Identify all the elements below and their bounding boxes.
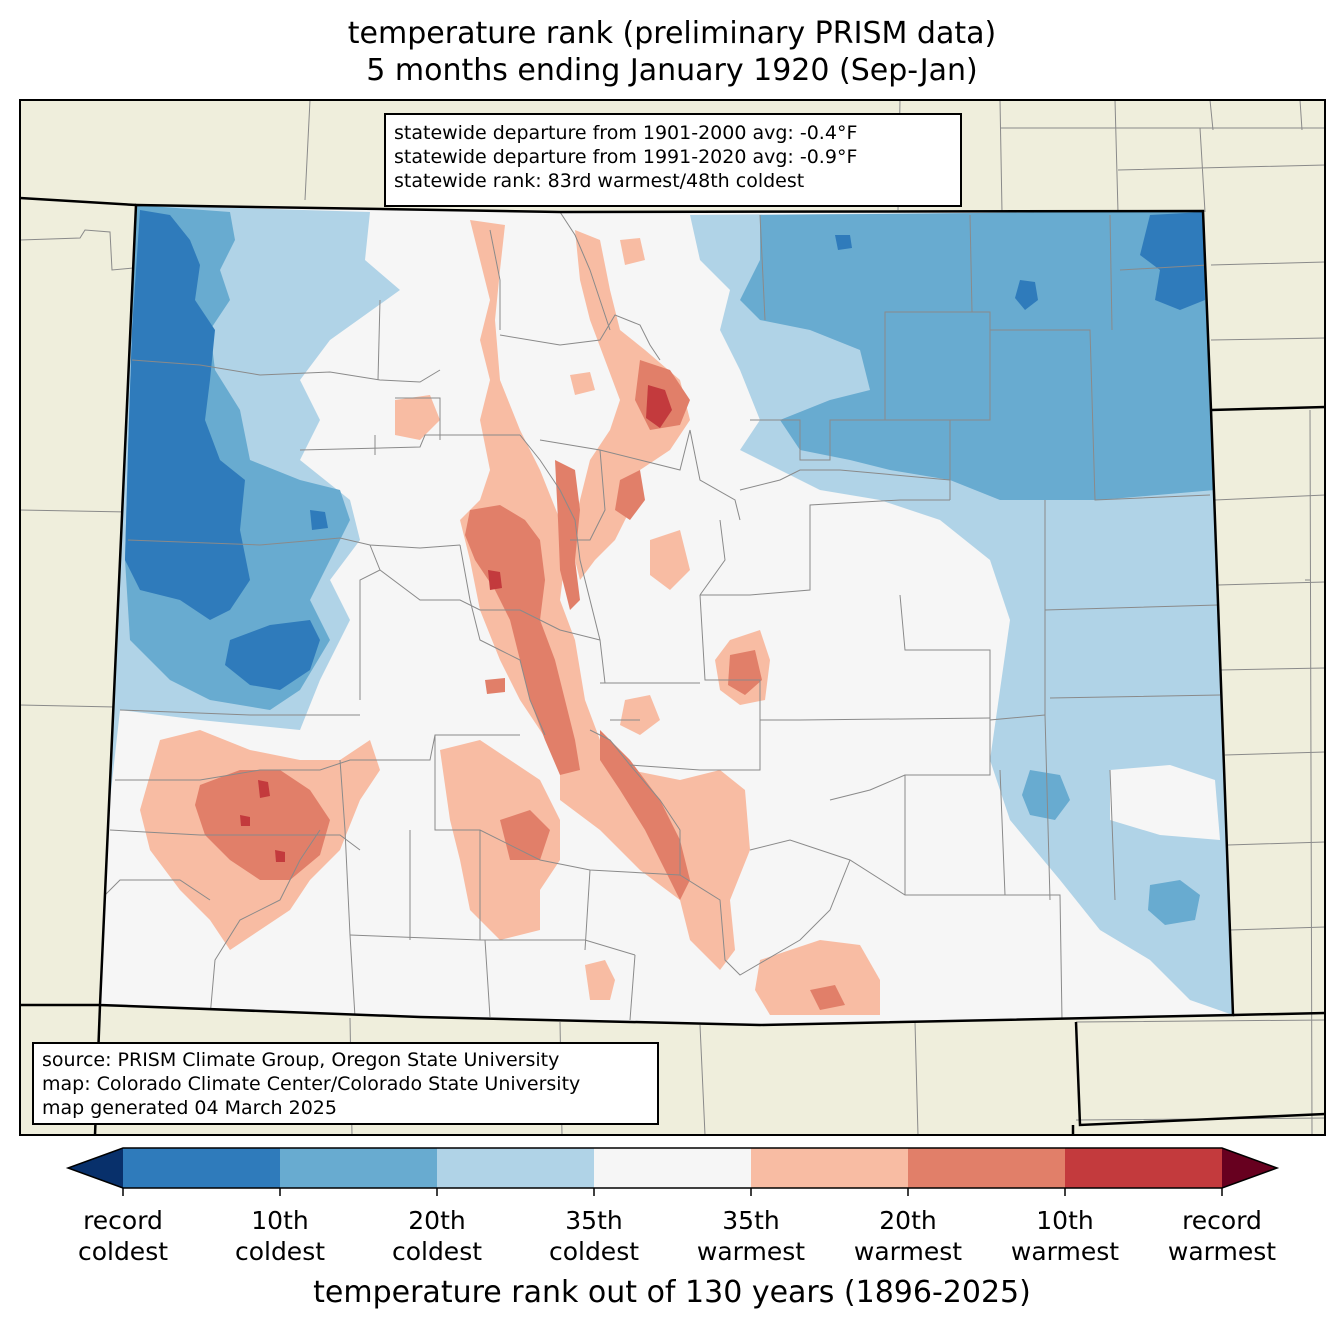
statewide-stats-box: statewide departure from 1901-2000 avg: … — [384, 113, 962, 207]
colorbar-label: temperature rank out of 130 years (1896-… — [313, 1275, 1031, 1310]
map-frame — [19, 99, 1326, 1136]
rank-shading — [100, 205, 1233, 1015]
tick-label-line1: 35th — [722, 1206, 780, 1235]
source-box: source: PRISM Climate Group, Oregon Stat… — [32, 1042, 659, 1125]
tick-label-line1: 10th — [1036, 1206, 1094, 1235]
colorbar-tick-label: 10th warmest — [985, 1205, 1145, 1267]
source-line-map: map: Colorado Climate Center/Colorado St… — [42, 1073, 581, 1095]
tick-label-line2: coldest — [77, 1237, 169, 1266]
tick-label-line2: coldest — [391, 1237, 483, 1266]
source-line-prism: source: PRISM Climate Group, Oregon Stat… — [42, 1049, 560, 1071]
colorbar-tick-label: record warmest — [1142, 1205, 1302, 1267]
colorbar-segment — [280, 1148, 438, 1188]
map-subtitle: 5 months ending January 1920 (Sep-Jan) — [366, 53, 978, 88]
source-line-generated: map generated 04 March 2025 — [42, 1097, 337, 1119]
map-title: temperature rank (preliminary PRISM data… — [347, 16, 997, 51]
colorbar-tick-label: record coldest — [43, 1205, 203, 1267]
stats-line-rank: statewide rank: 83rd warmest/48th coldes… — [394, 170, 805, 192]
tick-label-line1: record — [1182, 1206, 1262, 1235]
colorbar-tick-label: 20th warmest — [828, 1205, 988, 1267]
colorbar-segment — [594, 1148, 752, 1188]
tick-label-line2: warmest — [696, 1237, 806, 1266]
stats-line-departure-1991-2020: statewide departure from 1991-2020 avg: … — [394, 146, 858, 168]
tick-label-line1: 35th — [565, 1206, 623, 1235]
colorbar-tick-label: 20th coldest — [357, 1205, 517, 1267]
stats-line-departure-1901-2000: statewide departure from 1901-2000 avg: … — [394, 122, 858, 144]
tick-label-line1: 20th — [879, 1206, 937, 1235]
colorbar-segment — [908, 1148, 1066, 1188]
tick-label-line1: 20th — [408, 1206, 466, 1235]
colorbar-segment — [751, 1148, 909, 1188]
colorbar-extend-low — [68, 1148, 123, 1188]
colorbar — [65, 1147, 1280, 1196]
tick-label-line2: coldest — [234, 1237, 326, 1266]
tick-label-line1: 10th — [251, 1206, 309, 1235]
colorbar-tick-label: 35th coldest — [514, 1205, 674, 1267]
tick-label-line1: record — [83, 1206, 163, 1235]
tick-label-line2: coldest — [548, 1237, 640, 1266]
colorado-state-border — [98, 203, 1235, 1027]
tick-label-line2: warmest — [1167, 1237, 1277, 1266]
tick-label-line2: warmest — [1010, 1237, 1120, 1266]
colorbar-segment — [437, 1148, 595, 1188]
colorado-county-lines — [100, 211, 1221, 1021]
colorbar-extend-high — [1222, 1148, 1277, 1188]
colorbar-tick-label: 35th warmest — [671, 1205, 831, 1267]
colorbar-segment — [123, 1148, 281, 1188]
colorbar-segment — [1065, 1148, 1223, 1188]
colorbar-tick-label: 10th coldest — [200, 1205, 360, 1267]
tick-label-line2: warmest — [853, 1237, 963, 1266]
